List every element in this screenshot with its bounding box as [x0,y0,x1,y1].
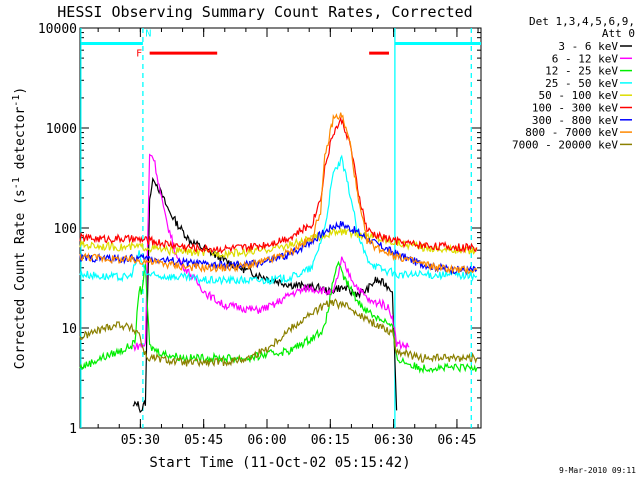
legend-entry-label: 25 - 50 keV [545,77,618,90]
series-line [79,154,478,286]
series-line [132,153,410,353]
legend-entry-label: 12 - 25 keV [545,65,618,78]
y-axis-label-main: Corrected Count Rate (s [13,189,28,369]
y-axis-label-sup2: -1 [11,95,22,107]
mode-letter-label: N [145,29,151,40]
y-tick-label: 10000 [38,22,77,37]
legend-entry-label: 50 - 100 keV [539,89,619,102]
legend-entry-label: 7000 - 20000 keV [512,138,618,151]
y-tick-label: 100 [54,222,77,237]
legend-entry-label: 6 - 12 keV [552,52,619,65]
mode-letter-label: F [136,48,142,59]
y-axis-label-mid: detector [13,107,28,178]
x-tick-label: 05:45 [184,433,223,448]
series-line [79,298,478,368]
x-tick-labels: 05:30 05:45 06:00 06:15 06:30 06:45 [121,433,477,448]
plot-area: FN [79,27,482,429]
legend-entry-label: 300 - 800 keV [532,114,618,127]
chart-title: HESSI Observing Summary Count Rates, Cor… [57,3,472,21]
y-tick-labels: 1 10 100 1000 10000 [38,22,77,437]
series-layer [79,112,478,414]
y-tick-label: 1 [69,422,77,437]
legend-header-line2: Att 0 [602,27,635,40]
x-tick-label: 06:00 [247,433,286,448]
x-tick-label: 06:30 [374,433,413,448]
y-axis-label-sup1: -1 [11,177,22,189]
legend-entry-label: 100 - 300 keV [532,102,618,115]
y-tick-label: 1000 [46,122,77,137]
y-axis-label-end: ) [13,87,28,95]
series-line [79,116,478,255]
x-tick-label: 06:45 [437,433,476,448]
series-line [79,260,478,374]
x-axis-label: Start Time (11-Oct-02 05:15:42) [149,455,410,471]
legend-entry-label: 800 - 7000 keV [525,126,618,139]
series-line [79,112,478,275]
axis-ticks [80,28,481,429]
legend-entry-label: 3 - 6 keV [558,40,618,53]
x-tick-label: 05:30 [121,433,160,448]
y-axis-label: Corrected Count Rate (s-1 detector-1) [11,87,28,369]
legend-header-line1: Det 1,3,4,5,6,9, [529,15,635,28]
series-line [132,176,398,414]
x-tick-label: 06:15 [311,433,350,448]
annotation-layer: FN [80,28,481,428]
footer-timestamp: 9-Mar-2010 09:11 [559,466,636,475]
y-tick-label: 10 [61,322,77,337]
